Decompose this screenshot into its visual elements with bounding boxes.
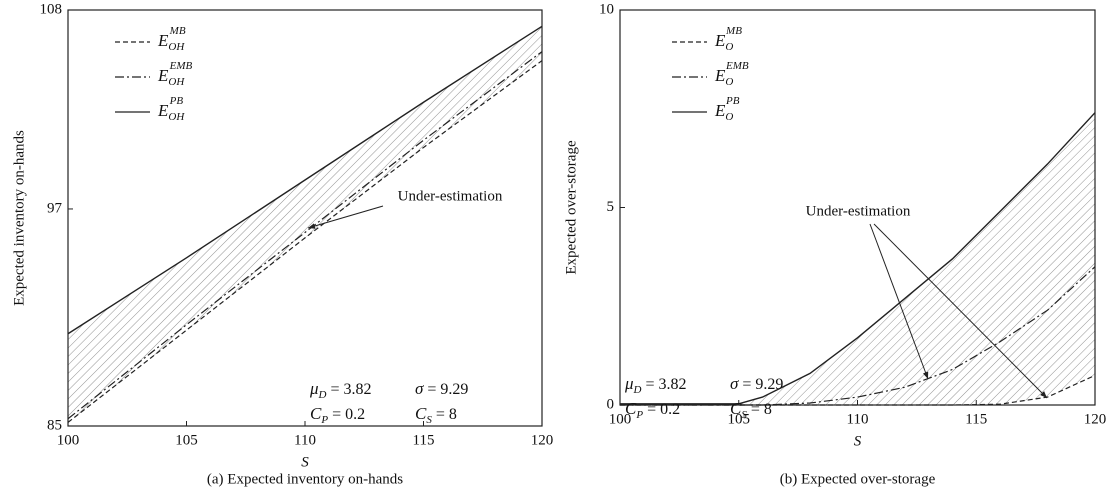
symbol: σ: [730, 374, 739, 393]
annotation-arrow: [869, 223, 929, 380]
parameter: μD = 3.82: [624, 374, 687, 396]
parameter: CP = 0.2: [625, 399, 680, 421]
annotation-arrow: [873, 223, 1048, 399]
y-tick-label: 108: [40, 1, 63, 17]
symbol: C: [310, 404, 322, 423]
superscript: PB: [169, 95, 184, 107]
hatched-area: [620, 112, 1095, 405]
param-value: = 0.2: [643, 401, 680, 418]
y-axis-label: Expected over-storage: [563, 140, 579, 275]
caption: (b) Expected over-storage: [780, 471, 936, 487]
subscript: OH: [168, 76, 185, 88]
x-tick-label: 105: [728, 411, 751, 427]
subscript: D: [633, 384, 642, 396]
series-line: [67, 25, 543, 335]
subscript: O: [725, 111, 733, 123]
symbol: σ: [415, 379, 424, 398]
param-value: = 3.82: [327, 381, 372, 398]
legend-entry: EO PB: [714, 95, 740, 123]
legend-entry: EO MB: [714, 25, 742, 53]
x-tick-label: 100: [57, 432, 80, 448]
parameter: σ = 9.29: [415, 379, 468, 398]
param-value: = 8: [747, 401, 772, 418]
annotation-arrow: [307, 205, 384, 229]
parameter: CS = 8: [730, 399, 772, 421]
param-value: = 8: [432, 406, 457, 423]
legend-entry: EOH PB: [157, 95, 185, 123]
annotation: Under-estimation: [806, 203, 911, 219]
x-tick-label: 115: [413, 432, 435, 448]
hatched-area: [68, 26, 542, 423]
symbol: E: [714, 66, 726, 85]
param-value: = 9.29: [738, 376, 783, 393]
symbol: E: [714, 101, 726, 120]
x-tick-label: 110: [847, 411, 869, 427]
annotation: Under-estimation: [398, 188, 503, 204]
x-axis-label: S: [301, 454, 309, 470]
parameter: CP = 0.2: [310, 404, 365, 426]
legend-entry: EO EMB: [714, 60, 749, 88]
subscript: P: [635, 409, 643, 421]
legend-entry: EOH MB: [157, 25, 186, 53]
symbol: E: [157, 31, 169, 50]
y-tick-label: 10: [599, 1, 614, 17]
subscript: O: [725, 41, 733, 53]
parameter: CS = 8: [415, 404, 457, 426]
symbol: E: [714, 31, 726, 50]
symbol: E: [157, 101, 169, 120]
param-value: = 3.82: [642, 376, 687, 393]
x-tick-label: 120: [531, 432, 554, 448]
x-tick-label: 115: [965, 411, 987, 427]
superscript: MB: [169, 25, 186, 37]
superscript: MB: [725, 25, 742, 37]
subscript: O: [725, 76, 733, 88]
series-line: [67, 51, 543, 420]
subscript: S: [426, 414, 432, 426]
series-line: [620, 112, 1096, 405]
x-tick-label: 100: [609, 411, 632, 427]
subscript: OH: [168, 111, 185, 123]
subscript: OH: [168, 41, 185, 53]
x-tick-label: 110: [294, 432, 316, 448]
caption: (a) Expected inventory on-hands: [207, 471, 403, 487]
param-value: = 0.2: [328, 406, 365, 423]
subscript: D: [318, 389, 327, 401]
symbol: C: [730, 399, 742, 418]
superscript: PB: [725, 95, 740, 107]
y-axis-label: Expected inventory on-hands: [11, 130, 27, 306]
parameter: σ = 9.29: [730, 374, 783, 393]
series-line: [67, 60, 543, 423]
series-line: [620, 374, 1096, 406]
parameter: μD = 3.82: [309, 379, 372, 401]
superscript: EMB: [725, 60, 749, 72]
subscript: P: [320, 414, 328, 426]
y-tick-label: 97: [47, 200, 63, 216]
param-value: = 9.29: [423, 381, 468, 398]
symbol: C: [415, 404, 427, 423]
x-tick-label: 120: [1084, 411, 1107, 427]
y-tick-label: 0: [607, 396, 615, 412]
symbol: C: [625, 399, 637, 418]
x-tick-label: 105: [175, 432, 198, 448]
superscript: EMB: [169, 60, 193, 72]
symbol: μ: [624, 374, 634, 393]
subscript: S: [741, 409, 747, 421]
symbol: E: [157, 66, 169, 85]
symbol: μ: [309, 379, 319, 398]
y-tick-label: 85: [47, 417, 62, 433]
legend-entry: EOH EMB: [157, 60, 193, 88]
x-axis-label: S: [854, 433, 862, 449]
y-tick-label: 5: [607, 199, 615, 215]
